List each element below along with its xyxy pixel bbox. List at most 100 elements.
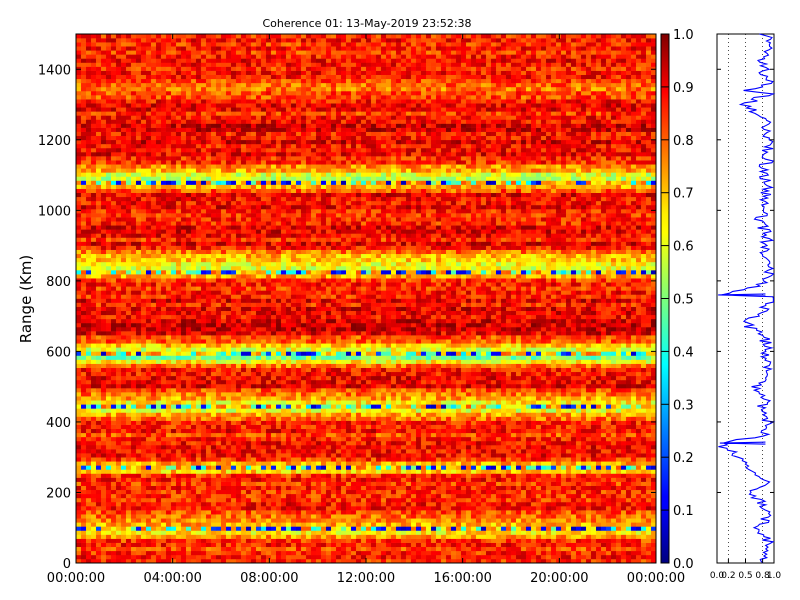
- heatmap-cell: [331, 538, 337, 543]
- heatmap-cell: [421, 396, 427, 401]
- heatmap-cell: [96, 489, 102, 495]
- heatmap-cell: [311, 404, 317, 409]
- heatmap-cell: [91, 514, 97, 519]
- heatmap-cell: [566, 428, 572, 434]
- heatmap-cell: [346, 554, 352, 560]
- heatmap-cell: [171, 481, 177, 486]
- heatmap-cell: [251, 538, 257, 543]
- heatmap-cell: [161, 432, 167, 438]
- heatmap-cell: [421, 404, 427, 409]
- heatmap-cell: [506, 522, 512, 527]
- heatmap-cell: [281, 506, 287, 511]
- heatmap-cell: [291, 546, 297, 552]
- heatmap-cell: [541, 497, 547, 503]
- heatmap-cell: [211, 392, 217, 397]
- heatmap-cell: [466, 481, 472, 486]
- heatmap-cell: [366, 400, 372, 405]
- heatmap-cell: [171, 542, 177, 548]
- heatmap-cell: [456, 428, 462, 434]
- heatmap-cell: [276, 477, 282, 482]
- heatmap-cell: [231, 530, 237, 535]
- heatmap-cell: [641, 489, 647, 495]
- heatmap-cell: [296, 514, 302, 519]
- heatmap-cell: [526, 530, 532, 535]
- heatmap-cell: [636, 473, 642, 478]
- heatmap-cell: [416, 530, 422, 535]
- heatmap-cell: [291, 388, 297, 393]
- heatmap-cell: [151, 493, 157, 499]
- heatmap-cell: [561, 457, 567, 462]
- heatmap-cell: [76, 526, 82, 531]
- heatmap-cell: [496, 465, 502, 470]
- heatmap-cell: [221, 408, 227, 413]
- heatmap-cell: [181, 457, 187, 462]
- heatmap-cell: [341, 501, 347, 507]
- heatmap-cell: [566, 461, 572, 466]
- heatmap-cell: [396, 440, 402, 446]
- heatmap-cell: [466, 440, 472, 446]
- heatmap-plot: 00:00:00 04:00:00 08:00:00 12:00:00 16:00:00…: [38, 33, 685, 586]
- heatmap-cell: [396, 485, 402, 491]
- heatmap-cell: [341, 461, 347, 466]
- heatmap-cell: [226, 449, 232, 454]
- heatmap-cell: [286, 465, 292, 470]
- heatmap-cell: [256, 473, 262, 478]
- heatmap-cell: [496, 530, 502, 535]
- heatmap-cell: [611, 408, 617, 413]
- heatmap-cell: [576, 538, 582, 543]
- heatmap-cell: [91, 522, 97, 527]
- heatmap-cell: [581, 506, 587, 511]
- heatmap-cell: [476, 465, 482, 470]
- heatmap-cell: [236, 392, 242, 397]
- heatmap-cell: [401, 481, 407, 486]
- heatmap-cell: [281, 542, 287, 548]
- heatmap-cell: [86, 558, 92, 564]
- heatmap-cell: [136, 485, 142, 491]
- heatmap-cell: [511, 489, 517, 495]
- heatmap-cell: [366, 546, 372, 552]
- heatmap-cell: [221, 400, 227, 405]
- heatmap-cell: [396, 538, 402, 543]
- heatmap-cell: [111, 542, 117, 548]
- heatmap-cell: [336, 554, 342, 560]
- heatmap-cell: [636, 477, 642, 482]
- heatmap-cell: [306, 501, 312, 507]
- heatmap-cell: [646, 432, 652, 438]
- heatmap-cell: [381, 514, 387, 519]
- heatmap-cell: [641, 416, 647, 421]
- heatmap-cell: [516, 457, 522, 462]
- heatmap-cell: [91, 506, 97, 511]
- heatmap-cell: [101, 473, 107, 478]
- heatmap-cell: [206, 530, 212, 535]
- heatmap-cell: [181, 444, 187, 450]
- heatmap-cell: [471, 501, 477, 507]
- heatmap-cell: [566, 420, 572, 425]
- heatmap-cell: [231, 440, 237, 446]
- heatmap-cell: [506, 396, 512, 401]
- heatmap-cell: [91, 493, 97, 499]
- heatmap-cell: [431, 404, 437, 409]
- heatmap-cell: [381, 388, 387, 393]
- heatmap-cell: [491, 396, 497, 401]
- heatmap-cell: [111, 420, 117, 425]
- heatmap-cell: [301, 432, 307, 438]
- heatmap-cell: [586, 546, 592, 552]
- heatmap-cell: [401, 457, 407, 462]
- heatmap-cell: [631, 392, 637, 397]
- heatmap-cell: [441, 424, 447, 430]
- heatmap-cell: [381, 404, 387, 409]
- heatmap-cell: [606, 473, 612, 478]
- heatmap-cell: [131, 416, 137, 421]
- heatmap-cell: [206, 558, 212, 564]
- heatmap-cell: [86, 396, 92, 401]
- heatmap-cell: [611, 506, 617, 511]
- heatmap-cell: [216, 457, 222, 462]
- heatmap-cell: [516, 408, 522, 413]
- heatmap-cell: [471, 477, 477, 482]
- heatmap-cell: [86, 400, 92, 405]
- heatmap-cell: [616, 400, 622, 405]
- heatmap-cell: [216, 546, 222, 552]
- heatmap-cell: [426, 465, 432, 470]
- heatmap-cell: [646, 412, 652, 417]
- heatmap-cell: [351, 440, 357, 446]
